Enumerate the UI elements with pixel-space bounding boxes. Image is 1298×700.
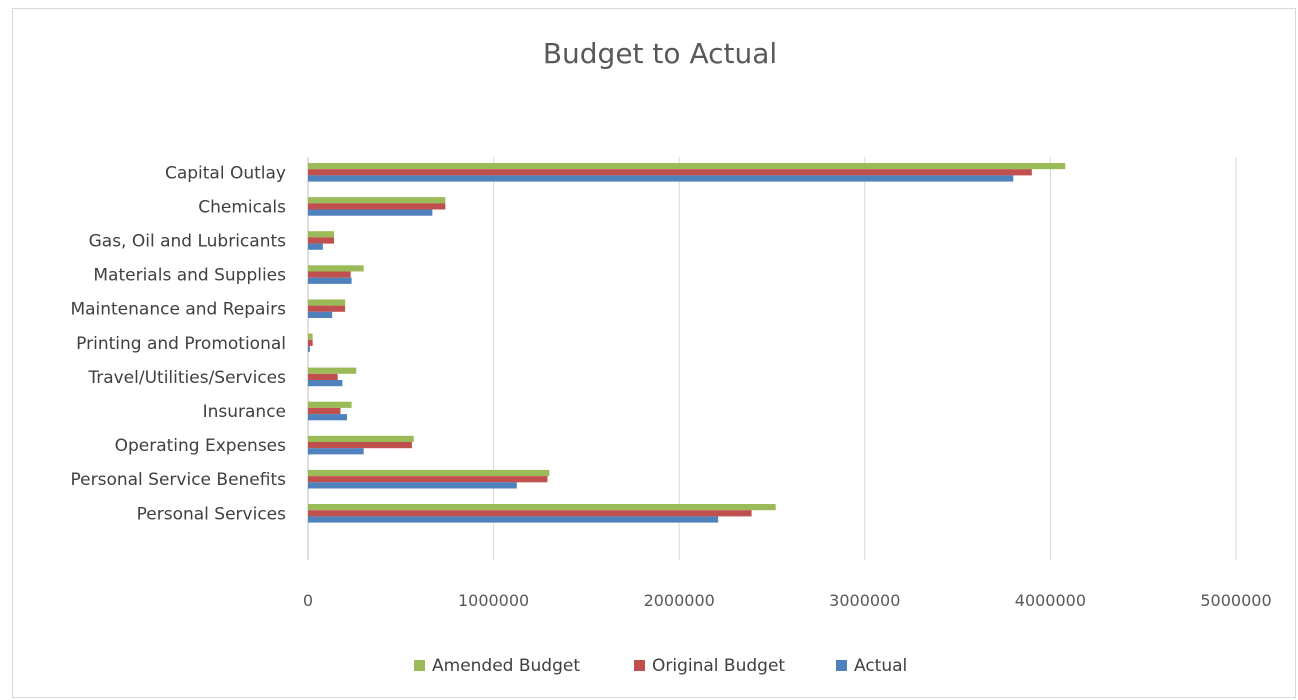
bar-amended-budget xyxy=(308,231,334,238)
x-tick-label: 4000000 xyxy=(1015,591,1086,610)
legend-label: Original Budget xyxy=(652,656,785,676)
bar-actual xyxy=(308,243,323,250)
x-tick-labels: 0 1000000 2000000 3000000 4000000 5000000 xyxy=(303,591,1272,610)
gridlines xyxy=(307,157,1237,560)
category-label: Capital Outlay xyxy=(165,163,286,183)
bar-actual xyxy=(308,175,1014,182)
bar-amended-budget xyxy=(308,163,1066,170)
bar-amended-budget xyxy=(308,333,313,340)
category-label: Printing and Promotional xyxy=(76,334,286,354)
category-label: Travel/Utilities/Services xyxy=(87,368,286,388)
bar-actual xyxy=(308,516,719,523)
category-label: Gas, Oil and Lubricants xyxy=(89,232,287,252)
legend-swatch xyxy=(836,660,847,671)
bar-amended-budget xyxy=(308,299,346,306)
bar-actual xyxy=(308,209,433,216)
x-tick-label: 3000000 xyxy=(829,591,900,610)
category-label: Maintenance and Repairs xyxy=(70,300,286,320)
legend-swatch xyxy=(414,660,425,671)
bar-amended-budget xyxy=(308,435,414,442)
legend-swatch xyxy=(634,660,645,671)
category-labels: Capital Outlay Chemicals Gas, Oil and Lubr… xyxy=(70,163,286,524)
bar-actual xyxy=(308,414,347,421)
category-label: Personal Services xyxy=(137,504,286,524)
category-label: Chemicals xyxy=(198,197,286,217)
bar-original-budget xyxy=(308,169,1032,176)
legend-label: Actual xyxy=(854,656,907,676)
x-tick-label: 1000000 xyxy=(458,591,529,610)
bar-actual xyxy=(308,345,310,353)
bar-actual xyxy=(308,311,333,318)
chart-frame xyxy=(12,8,1296,698)
category-label: Insurance xyxy=(203,402,286,422)
bar-original-budget xyxy=(308,442,412,449)
bar-amended-budget xyxy=(308,197,446,204)
chart-title: Budget to Actual xyxy=(543,37,777,70)
x-tick-label: 5000000 xyxy=(1200,591,1271,610)
bar-original-budget xyxy=(308,339,313,346)
bar-original-budget xyxy=(308,510,752,517)
bar-original-budget xyxy=(308,271,351,278)
bar-amended-budget xyxy=(308,504,776,511)
bar-amended-budget xyxy=(308,469,550,477)
bar-actual xyxy=(308,448,364,455)
bar-actual xyxy=(308,380,343,387)
bars xyxy=(308,163,1066,523)
bar-original-budget xyxy=(308,305,346,312)
bar-actual xyxy=(308,277,352,284)
bar-original-budget xyxy=(308,476,548,483)
bar-original-budget xyxy=(308,237,334,244)
bar-original-budget xyxy=(308,407,341,415)
legend: Amended Budget Original Budget Actual xyxy=(414,656,907,676)
legend-label: Amended Budget xyxy=(432,656,580,676)
x-tick-label: 0 xyxy=(303,591,313,610)
bar-original-budget xyxy=(308,373,338,380)
bar-actual xyxy=(308,482,517,489)
x-tick-label: 2000000 xyxy=(644,591,715,610)
bar-amended-budget xyxy=(308,401,352,408)
category-label: Operating Expenses xyxy=(115,436,287,456)
bar-amended-budget xyxy=(308,367,357,374)
category-label: Personal Service Benefits xyxy=(71,470,287,490)
bar-original-budget xyxy=(308,203,446,210)
category-label: Materials and Supplies xyxy=(93,266,286,286)
bar-amended-budget xyxy=(308,265,364,272)
